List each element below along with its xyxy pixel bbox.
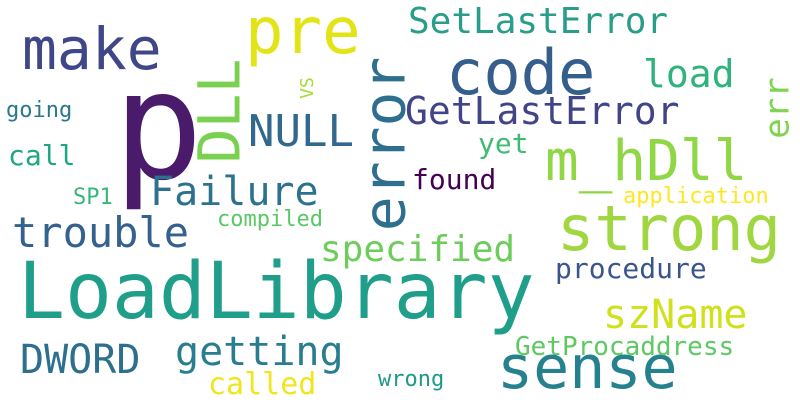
- word-m-hdll: m_hDll: [545, 129, 748, 194]
- word-dword: DWORD: [20, 337, 141, 383]
- word-failure: Failure: [150, 169, 319, 215]
- word-error: error: [350, 56, 419, 232]
- word-make: make: [22, 15, 162, 83]
- word-called: called: [208, 367, 317, 400]
- word-load: load: [643, 52, 735, 96]
- word-call: call: [8, 139, 76, 172]
- word-compiled: compiled: [217, 207, 323, 232]
- word-going: going: [6, 98, 73, 123]
- word-sense: sense: [497, 333, 678, 400]
- word-getting: getting: [175, 329, 344, 375]
- word-setlasterror: SetLastError: [408, 1, 669, 42]
- word-strong: strong: [557, 192, 781, 265]
- word-code: code: [446, 36, 596, 109]
- word-specified: specified: [320, 229, 516, 270]
- word-szname: szName: [603, 292, 748, 338]
- word-yet: yet: [478, 127, 529, 160]
- word-application: application: [623, 184, 769, 209]
- word-loadlibrary: LoadLibrary: [18, 247, 535, 337]
- word-sp1: SP1: [73, 185, 113, 210]
- word-getlasterror: GetLastError: [405, 89, 680, 133]
- word-trouble: trouble: [12, 208, 190, 257]
- word-pre: pre: [245, 0, 361, 69]
- word-found: found: [412, 163, 497, 196]
- word-err: err: [757, 77, 798, 139]
- word-wrong: wrong: [378, 367, 445, 392]
- word-getprocaddress: GetProcaddress: [515, 332, 735, 362]
- word-procedure: procedure: [555, 252, 707, 285]
- word-vs: VS: [296, 77, 318, 99]
- word-null: NULL: [248, 106, 354, 157]
- word-p: p: [113, 40, 204, 214]
- word-dll: DLL: [185, 58, 254, 164]
